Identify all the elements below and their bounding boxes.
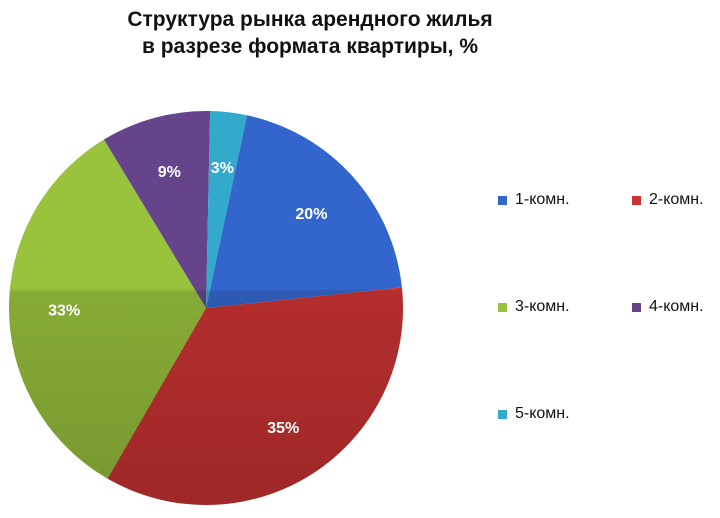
legend-item-3-room: 3-комн. [498,298,570,316]
slice-label: 33% [48,302,80,319]
slice-label: 9% [158,164,181,181]
legend-label: 1-комн. [515,191,570,208]
chart-title-line-2: в разрезе формата квартиры, % [141,35,478,58]
chart-title-line-1: Структура рынка арендного жилья [127,8,493,31]
slice-label: 3% [211,160,234,177]
legend-item-5-room: 5-комн. [498,405,570,423]
slice-label: 20% [295,206,327,223]
legend-item-4-room: 4-комн. [632,298,704,316]
slice-label: 35% [267,420,299,437]
legend-swatch [632,302,641,312]
legend-swatch [498,409,507,419]
chart-title: Структура рынка арендного жилья в разрез… [0,6,620,60]
legend-item-1-room: 1-комн. [498,191,570,209]
legend-swatch [498,195,507,205]
legend-swatch [632,195,641,205]
legend-label: 5-комн. [515,405,570,422]
legend-swatch [498,302,507,312]
legend-label: 4-комн. [649,298,704,315]
legend-label: 2-комн. [649,191,704,208]
legend-item-2-room: 2-комн. [632,191,704,209]
legend-label: 3-комн. [515,298,570,315]
